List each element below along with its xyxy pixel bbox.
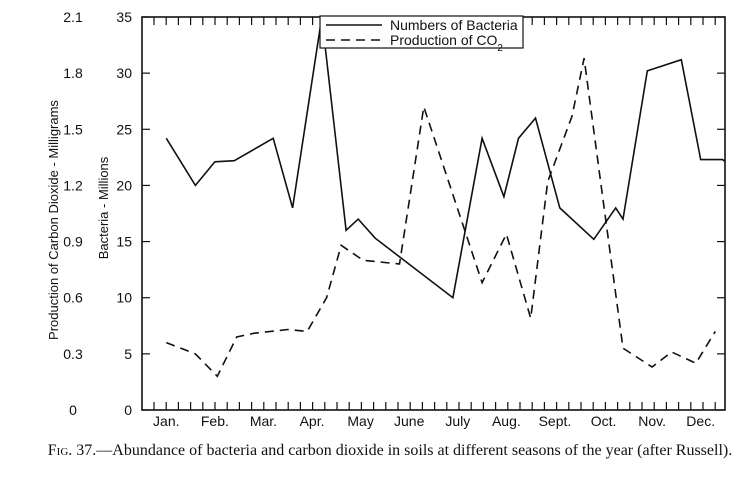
bacteria-tick-label: 35 <box>116 9 132 25</box>
co2-tick-label: 0.3 <box>63 346 83 362</box>
month-label: Mar. <box>250 413 277 429</box>
co2-axis-title: Production of Carbon Dioxide - Milligram… <box>46 100 61 340</box>
co2-tick-label: 2.1 <box>63 9 83 25</box>
month-label: Dec. <box>686 413 715 429</box>
legend-box <box>319 15 524 49</box>
month-label: May <box>347 413 373 429</box>
month-label: Nov. <box>638 413 666 429</box>
bacteria-axis-title: Bacteria - Millions <box>96 156 111 259</box>
co2-tick-label: 0.9 <box>63 234 83 250</box>
month-label: Aug. <box>492 413 521 429</box>
co2-tick-label: 1.8 <box>63 65 83 81</box>
bacteria-tick-label: 25 <box>116 121 132 137</box>
co2-series-line <box>166 58 716 378</box>
month-label: Oct. <box>591 413 617 429</box>
labels-layer: 0 0.3 0.6 0.9 1.2 1.5 1.8 2.1 0 5 10 15 20 25 30 35 Prod… <box>46 9 715 429</box>
month-label: Sept. <box>539 413 572 429</box>
co2-tick-label: 1.2 <box>63 177 83 193</box>
co2-tick-label: 0 <box>69 402 77 418</box>
bacteria-tick-label: 5 <box>124 346 132 362</box>
series-layer <box>165 17 725 378</box>
figure-caption: Fig. 37.—Abundance of bacteria and carbo… <box>40 440 740 461</box>
figure-number: Fig. 37. <box>47 442 97 459</box>
co2-tick-label: 1.5 <box>63 121 83 137</box>
legend-label: Production of CO2 <box>390 32 503 54</box>
caption-text: —Abundance of bacteria and carbon dioxid… <box>96 442 733 459</box>
bacteria-tick-label: 0 <box>124 402 132 418</box>
month-label: June <box>394 413 425 429</box>
month-label: Feb. <box>201 413 229 429</box>
bacteria-tick-label: 15 <box>116 234 132 250</box>
bacteria-series-line <box>165 17 725 300</box>
bacteria-tick-label: 10 <box>116 290 132 306</box>
month-label: Apr. <box>300 413 325 429</box>
month-label: July <box>445 413 470 429</box>
bacteria-tick-label: 20 <box>116 177 132 193</box>
co2-tick-label: 0.6 <box>63 290 83 306</box>
month-label: Jan. <box>153 413 179 429</box>
bacteria-tick-label: 30 <box>116 65 132 81</box>
legend-label: Numbers of Bacteria <box>390 17 518 33</box>
